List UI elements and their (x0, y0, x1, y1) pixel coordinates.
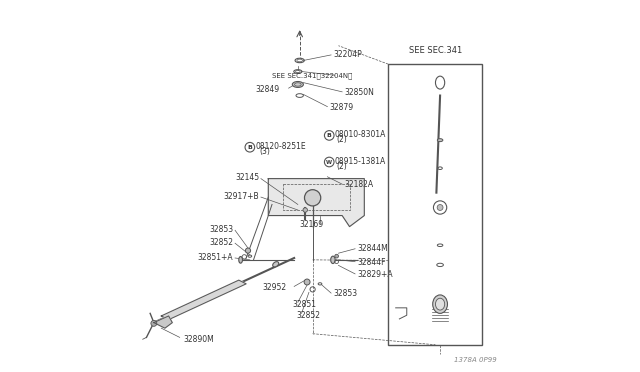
Text: 32145: 32145 (235, 173, 259, 182)
Text: 32850N: 32850N (344, 88, 374, 97)
Circle shape (305, 190, 321, 206)
Text: 08120-8251E: 08120-8251E (255, 142, 306, 151)
Text: 32169: 32169 (300, 220, 324, 229)
Text: 32952: 32952 (262, 283, 287, 292)
Text: 32204P: 32204P (333, 51, 362, 60)
Text: (2): (2) (337, 162, 348, 171)
Text: 32853: 32853 (333, 289, 357, 298)
Ellipse shape (331, 256, 335, 263)
Text: SEE SEC.341: SEE SEC.341 (409, 46, 462, 55)
Polygon shape (154, 316, 172, 328)
Circle shape (437, 205, 443, 211)
Ellipse shape (273, 262, 278, 267)
Text: 32829+A: 32829+A (357, 270, 392, 279)
Circle shape (335, 254, 339, 258)
Ellipse shape (437, 139, 443, 142)
Text: 1378A 0P99: 1378A 0P99 (454, 357, 497, 363)
Text: B: B (327, 133, 332, 138)
Text: (3): (3) (259, 147, 270, 156)
Ellipse shape (239, 257, 243, 263)
Circle shape (304, 279, 310, 285)
Ellipse shape (435, 298, 445, 310)
Circle shape (245, 248, 251, 253)
Text: 32917+B: 32917+B (223, 192, 259, 201)
Text: 32890M: 32890M (184, 335, 214, 344)
Text: W: W (326, 160, 332, 164)
Text: 32879: 32879 (329, 103, 353, 112)
Text: 32844F: 32844F (357, 258, 385, 267)
Text: 32844M: 32844M (357, 244, 388, 253)
Text: 08010-8301A: 08010-8301A (335, 130, 386, 139)
Text: 32851: 32851 (292, 300, 316, 310)
Ellipse shape (433, 295, 447, 313)
Text: 08915-1381A: 08915-1381A (335, 157, 386, 166)
Text: 32849: 32849 (255, 85, 280, 94)
Text: 32852: 32852 (209, 238, 233, 247)
Text: B: B (248, 145, 252, 150)
Polygon shape (161, 280, 246, 320)
Text: 32852: 32852 (296, 311, 320, 320)
Text: 32182A: 32182A (344, 180, 373, 189)
Text: SEE SEC.341〃32204N〉: SEE SEC.341〃32204N〉 (272, 72, 353, 78)
Bar (388, 64, 483, 345)
Circle shape (303, 208, 307, 212)
Circle shape (151, 320, 157, 326)
Text: (2): (2) (337, 135, 348, 144)
Text: 32853: 32853 (209, 225, 233, 234)
Ellipse shape (292, 81, 303, 87)
Text: 32851+A: 32851+A (198, 253, 233, 263)
Polygon shape (268, 179, 364, 227)
